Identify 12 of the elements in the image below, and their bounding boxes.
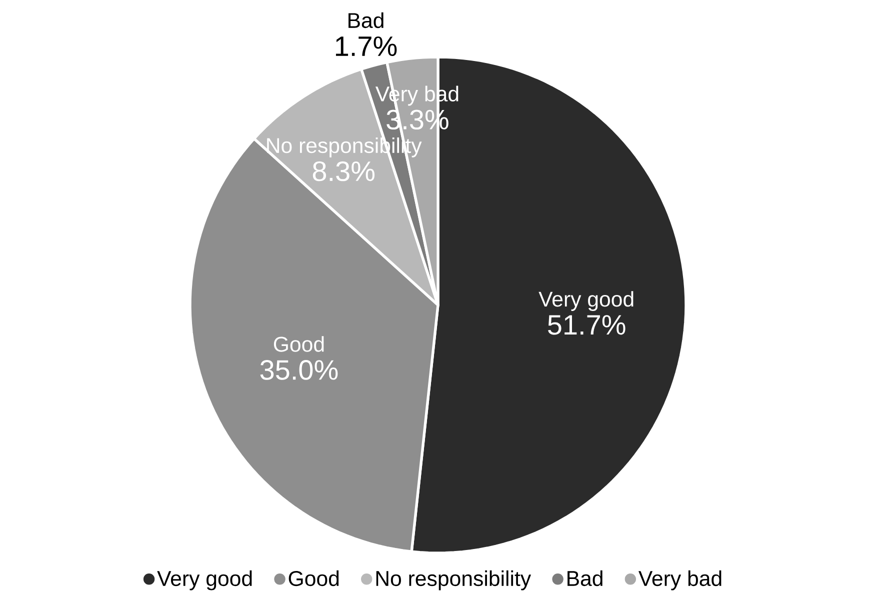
- slice-label: Very good: [538, 291, 634, 311]
- data-label: 1.7%: [336, 36, 397, 56]
- legend-label: Good: [288, 570, 339, 586]
- data-label: 51.7%: [548, 315, 626, 335]
- slice-label: Good: [274, 336, 324, 352]
- data-label: 8.3%: [312, 161, 375, 182]
- legend-label: Very bad: [638, 570, 722, 590]
- data-label: 35.0%: [260, 360, 338, 380]
- legend-label: No responsibility: [376, 570, 532, 590]
- legend-label: Bad: [568, 570, 602, 586]
- slice-label: Bad: [348, 12, 384, 28]
- legend-label: Very good: [157, 570, 252, 590]
